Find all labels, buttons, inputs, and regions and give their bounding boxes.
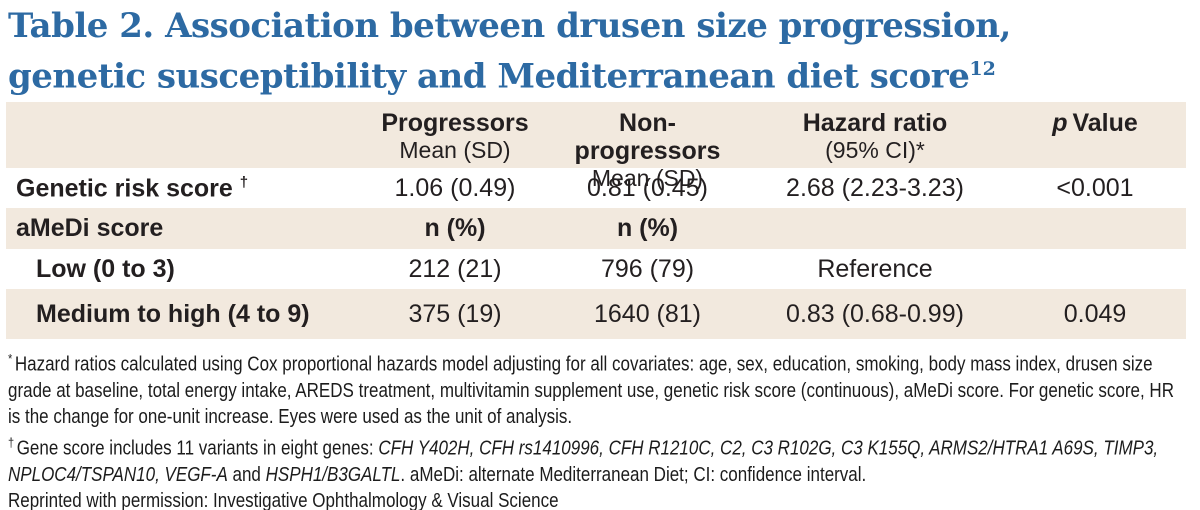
gene-name-italic-2: HSPH1/B3GALTL bbox=[265, 463, 401, 486]
reprint-credit: Reprinted with permission: Investigative… bbox=[8, 489, 559, 510]
gene-names-italic: CFH Y402H, CFH rs1410996, CFH R1210C, C2… bbox=[8, 437, 1159, 486]
title-line-2-text: genetic susceptibility and Mediterranean… bbox=[8, 56, 970, 97]
table-cell: 1.06 (0.49) bbox=[394, 173, 516, 202]
p-value-rest: Value bbox=[1072, 109, 1138, 138]
asterisk-superscript: * bbox=[8, 351, 13, 367]
table-cell: 1640 (81) bbox=[593, 299, 702, 328]
table-cell: 2.68 (2.23-3.23) bbox=[786, 173, 964, 202]
p-value-italic-p: p bbox=[1052, 109, 1068, 138]
table-cell: 796 (79) bbox=[600, 254, 695, 283]
footnote-hazard-ratios: * Hazard ratios calculated using Cox prop… bbox=[8, 351, 1174, 428]
title-line-2: genetic susceptibility and Mediterranean… bbox=[8, 48, 1200, 98]
row-label: Medium to high (4 to 9) bbox=[36, 299, 310, 328]
dagger-superscript: † bbox=[8, 434, 15, 450]
table-cell: n (%) bbox=[616, 214, 679, 243]
header-non-progressors: Non-progressors Mean (SD) bbox=[574, 109, 721, 192]
title-line-1: Table 2. Association between drusen size… bbox=[8, 6, 1011, 46]
row-label: aMeDi score bbox=[16, 214, 164, 243]
table-row-genetic-risk-score: Genetic risk score † 1.06 (0.49) 0.81 (0… bbox=[6, 168, 1186, 208]
table-header-row: Progressors Mean (SD) Non-progressors Me… bbox=[6, 102, 1186, 191]
footnotes: * Hazard ratios calculated using Cox prop… bbox=[8, 346, 1190, 510]
header-progressors: Progressors Mean (SD) bbox=[381, 109, 529, 164]
table-cell: <0.001 bbox=[1056, 173, 1134, 202]
table-cell: 0.81 (0.45) bbox=[587, 173, 708, 202]
table-cell: Reference bbox=[817, 254, 933, 283]
data-table: Progressors Mean (SD) Non-progressors Me… bbox=[6, 102, 1186, 340]
table-row-amedi-score: aMeDi score n (%) n (%) bbox=[6, 208, 1186, 250]
table-cell: 375 (19) bbox=[408, 299, 502, 328]
row-label: Genetic risk score † bbox=[16, 173, 249, 202]
header-p-value: p Value bbox=[1005, 109, 1185, 137]
table-row-medium-to-high: Medium to high (4 to 9) 375 (19) 1640 (8… bbox=[6, 289, 1186, 340]
table-row-low: Low (0 to 3) 212 (21) 796 (79) Reference bbox=[6, 249, 1186, 289]
page-title: Table 2. Association between drusen size… bbox=[0, 0, 1200, 98]
footnote-gene-score: † Gene score includes 11 variants in eigh… bbox=[8, 434, 1159, 486]
dagger-superscript: † bbox=[239, 173, 249, 191]
header-hazard-ratio: Hazard ratio (95% CI)* bbox=[802, 109, 948, 164]
table-cell: 0.83 (0.68-0.99) bbox=[786, 299, 964, 328]
row-label: Low (0 to 3) bbox=[36, 254, 175, 283]
table-cell: 0.049 bbox=[1063, 299, 1127, 328]
title-citation-superscript: 12 bbox=[969, 58, 996, 80]
table-cell: 212 (21) bbox=[408, 254, 502, 283]
table-cell: n (%) bbox=[424, 214, 486, 243]
